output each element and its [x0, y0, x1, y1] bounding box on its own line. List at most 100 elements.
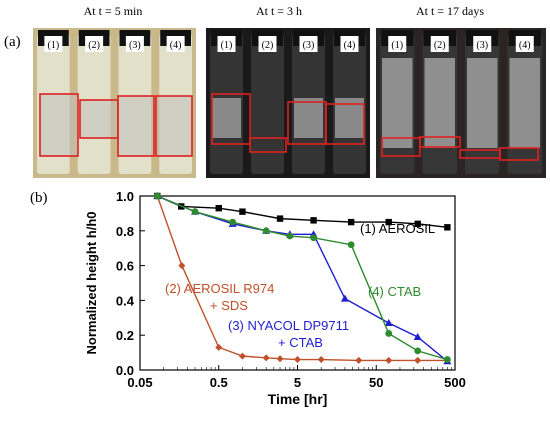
data-point [239, 208, 246, 215]
data-point [178, 262, 186, 270]
foam-region-outline [419, 136, 461, 148]
vial-label: (1) [221, 40, 233, 51]
x-tick-label: 500 [444, 375, 466, 390]
data-point [262, 354, 270, 362]
vial-label-box [473, 36, 492, 52]
panel-b-label: (b) [30, 190, 48, 206]
vial-label-box [217, 36, 236, 52]
y-tick-label: 1.0 [116, 189, 134, 204]
data-point [355, 356, 363, 364]
series-line [157, 195, 448, 361]
data-point [310, 234, 317, 242]
vial-label: (1) [48, 40, 60, 51]
foam-region-outline [211, 93, 251, 145]
vial-label-box [85, 36, 104, 52]
data-point [191, 208, 199, 216]
foam-region-outline [325, 103, 365, 145]
data-point [414, 356, 422, 364]
data-point [414, 220, 421, 228]
data-point [153, 192, 161, 200]
vial-foam [294, 98, 323, 138]
vial-label-box [515, 36, 534, 52]
foam-region-outline [249, 137, 287, 153]
vial-label-box [340, 36, 359, 52]
x-tick-label: 5 [294, 375, 301, 390]
vial-label: (3) [303, 40, 315, 51]
foam-region-outline [39, 93, 79, 157]
foam-region-outline [117, 95, 155, 157]
vial-label: (2) [88, 40, 100, 51]
foam-region-outline [499, 147, 539, 161]
vial-label: (3) [476, 40, 488, 51]
vial-label-box [299, 36, 318, 52]
vial-label: (2) [434, 40, 446, 51]
vial-label-box [430, 36, 449, 52]
vial-label-box [388, 36, 407, 52]
data-point [385, 218, 392, 226]
data-point [310, 217, 317, 224]
vial-photographs: (1) (2) (3) (4) (1) (2) (3) (4) (1) (2) (3) (4) [33, 28, 546, 178]
data-point [443, 356, 451, 363]
photo-2-title: At t = 3 h [255, 4, 303, 18]
data-point [317, 356, 325, 364]
vial-contents [467, 58, 498, 148]
vial-contents [382, 58, 413, 148]
vial-label-box [44, 36, 63, 52]
vial-label: (4) [519, 40, 531, 51]
vial-contents [424, 58, 455, 148]
data-point [444, 224, 451, 231]
data-point [414, 347, 422, 355]
data-point [286, 232, 294, 240]
data-point [347, 218, 355, 226]
data-point [215, 204, 222, 212]
data-point [294, 356, 301, 364]
y-tick-label: 0.2 [116, 328, 134, 343]
x-tick-label: 0.5 [210, 375, 228, 390]
x-tick-label: 50 [369, 375, 383, 390]
vial-label: (4) [170, 40, 182, 51]
data-point [347, 241, 355, 249]
vial-label: (1) [391, 40, 403, 51]
photo-2: (1) (2) (3) (4) [206, 28, 370, 178]
data-point [238, 352, 246, 360]
photo-1: (1) (2) (3) (4) [33, 28, 196, 178]
series-line [157, 195, 448, 362]
data-point [215, 343, 223, 351]
data-point [229, 218, 237, 226]
y-tick-label: 0.0 [116, 363, 134, 378]
photo-3-title: At t = 17 days [415, 4, 485, 18]
series-label: (3) NYACOL DP9711 [228, 318, 349, 333]
series-label: + SDS [210, 298, 248, 313]
data-point [276, 355, 284, 363]
vial-label-box [258, 36, 277, 52]
vial-body [251, 34, 284, 174]
data-point [262, 227, 270, 235]
photo-1-title: At t = 5 min [83, 4, 143, 18]
series-label: (1) AEROSIL [360, 221, 435, 236]
series-label: (4) CTAB [368, 284, 421, 299]
y-axis-label: Normalized height h/h0 [84, 211, 99, 354]
photo-3: (1) (2) (3) (4) [376, 28, 546, 178]
series-label: + CTAB [278, 335, 323, 350]
vial-label: (3) [129, 40, 141, 51]
data-point [340, 294, 349, 302]
y-tick-label: 0.4 [116, 293, 135, 308]
vial-label-box [166, 36, 185, 52]
data-point [413, 332, 422, 340]
y-tick-label: 0.6 [116, 259, 134, 274]
vial-label: (4) [344, 40, 356, 51]
panel-a-label: (a) [4, 34, 21, 50]
vial-contents [509, 58, 540, 148]
vial-label-box [125, 36, 144, 52]
series-line [156, 195, 448, 362]
data-point [384, 319, 393, 327]
y-tick-label: 0.8 [116, 224, 134, 239]
series-label: (2) AEROSIL R974 [165, 281, 274, 296]
x-tick-label: 0.05 [127, 375, 152, 390]
foam-region-outline [155, 95, 193, 157]
vial-label: (2) [262, 40, 274, 51]
data-point [276, 215, 284, 222]
x-axis-label: Time [hr] [268, 391, 328, 407]
